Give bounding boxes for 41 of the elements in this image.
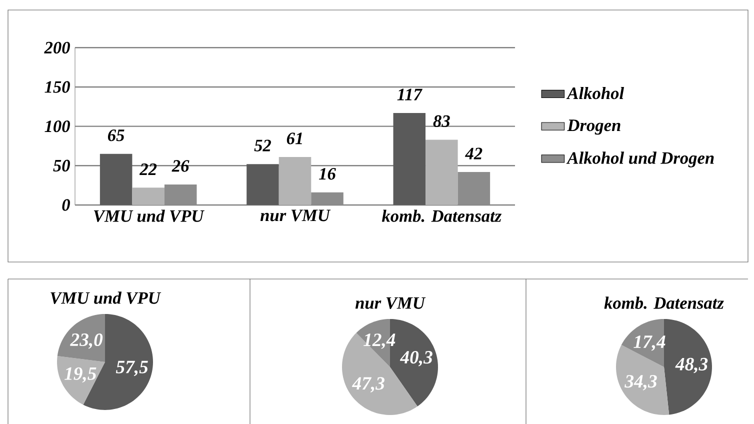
data-label: 83	[433, 115, 450, 127]
bar	[278, 157, 312, 205]
data-label: 65	[108, 129, 124, 142]
data-label: 47,3	[352, 377, 384, 392]
data-label: 117	[397, 88, 422, 100]
x-tick-label: VMU und VPU	[94, 210, 204, 222]
bar	[246, 164, 279, 205]
bar	[100, 154, 132, 205]
data-label: 57,5	[116, 360, 148, 376]
legend-label: Alkohol und Drogen	[566, 152, 714, 168]
bar	[426, 140, 458, 205]
bar	[393, 112, 426, 205]
x-tick-label: komb. Datensatz	[382, 210, 502, 222]
data-label: 16	[319, 168, 336, 180]
data-label: 34,3	[624, 375, 657, 390]
legend-label: Drogen	[567, 120, 620, 135]
data-label: 23,0	[70, 333, 103, 349]
y-tick-label: 150	[44, 81, 70, 93]
bar	[164, 184, 197, 205]
data-label: 48,3	[675, 358, 708, 374]
bar	[458, 172, 490, 205]
data-label: 12,4	[364, 334, 396, 349]
chart-title: VMU und VPU	[50, 292, 162, 304]
y-tick-label: 200	[44, 42, 70, 54]
data-label: 40,3	[400, 350, 432, 366]
data-label: 42	[464, 148, 482, 160]
y-tick-label: 100	[44, 120, 70, 132]
data-label: 61	[286, 132, 302, 144]
data-label: 26	[172, 160, 190, 172]
chart-title: komb. Datensatz	[604, 296, 724, 309]
legend-label: Alkohol	[566, 86, 624, 100]
y-tick-label: 0	[62, 199, 70, 211]
bar	[132, 188, 164, 205]
y-tick-label: 50	[53, 160, 70, 172]
bar	[311, 192, 344, 205]
data-label: 19,5	[64, 367, 96, 383]
data-label: 17,4	[634, 336, 666, 351]
chart-title: nur VMU	[355, 297, 426, 309]
x-tick-label: nur VMU	[260, 210, 331, 222]
data-label: 22	[139, 163, 157, 175]
data-label: 52	[254, 140, 271, 152]
